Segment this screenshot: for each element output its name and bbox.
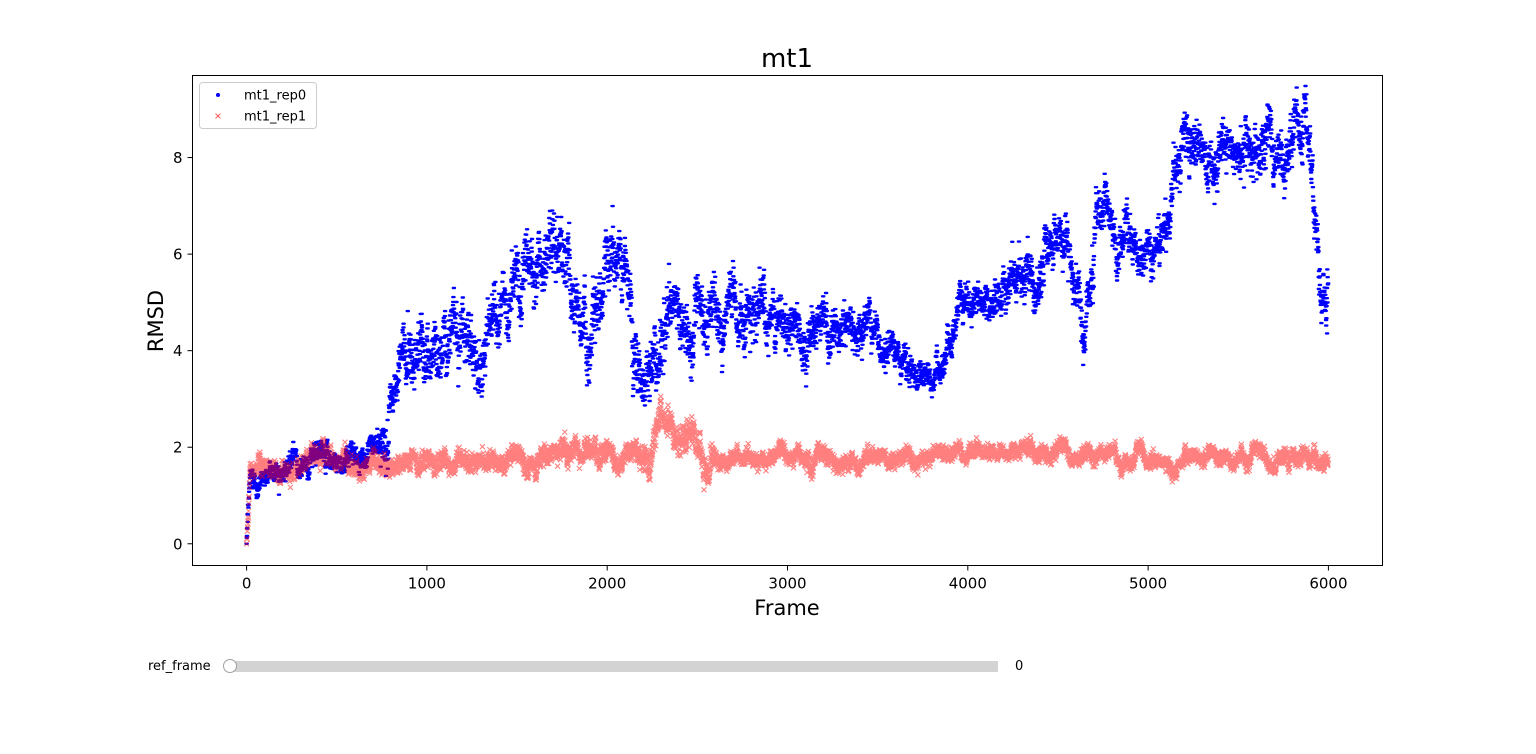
slider-track[interactable] xyxy=(231,661,998,672)
x-tick-label: 0 xyxy=(242,575,252,593)
legend-marker-rep0 xyxy=(216,93,220,97)
y-tick-label: 6 xyxy=(173,246,183,264)
slider-label: ref_frame xyxy=(148,659,211,674)
legend: mt1_rep0 mt1_rep1 xyxy=(199,82,317,129)
legend-label-rep1: mt1_rep1 xyxy=(244,110,306,125)
x-tick-label: 3000 xyxy=(768,575,806,593)
chart-title: mt1 xyxy=(761,44,813,74)
legend-marker-rep1 xyxy=(215,113,221,119)
y-tick-label: 8 xyxy=(173,149,183,167)
series-mt1_rep1 xyxy=(243,393,1332,547)
x-tick-label: 6000 xyxy=(1309,575,1347,593)
scatter-points-mt1_rep0 xyxy=(244,84,1331,545)
slider-value: 0 xyxy=(1015,659,1024,674)
rmsd-chart: mt1 0 1000 2000 3000 4000 5000 6000 0 2 4 6 8 Fram… xyxy=(144,44,1383,620)
legend-box xyxy=(199,82,317,129)
y-tick-label: 4 xyxy=(173,342,183,360)
ref-frame-slider[interactable]: ref_frame 0 xyxy=(0,650,1536,684)
slider-handle[interactable] xyxy=(223,659,237,673)
x-tick-label: 2000 xyxy=(588,575,626,593)
y-tick-label: 0 xyxy=(173,535,183,553)
y-axis-label: RMSD xyxy=(144,290,168,352)
x-tick-label: 1000 xyxy=(408,575,446,593)
x-tick-label: 5000 xyxy=(1129,575,1167,593)
x-axis-ticks: 0 1000 2000 3000 4000 5000 6000 xyxy=(242,565,1348,593)
scatter-points-mt1_rep1 xyxy=(243,393,1332,547)
y-tick-label: 2 xyxy=(173,439,183,457)
legend-label-rep0: mt1_rep0 xyxy=(244,89,306,104)
series-mt1_rep0 xyxy=(244,84,1331,545)
y-axis-ticks: 0 2 4 6 8 xyxy=(173,149,193,553)
x-axis-label: Frame xyxy=(754,596,819,620)
data-points xyxy=(243,84,1332,547)
x-tick-label: 4000 xyxy=(949,575,987,593)
